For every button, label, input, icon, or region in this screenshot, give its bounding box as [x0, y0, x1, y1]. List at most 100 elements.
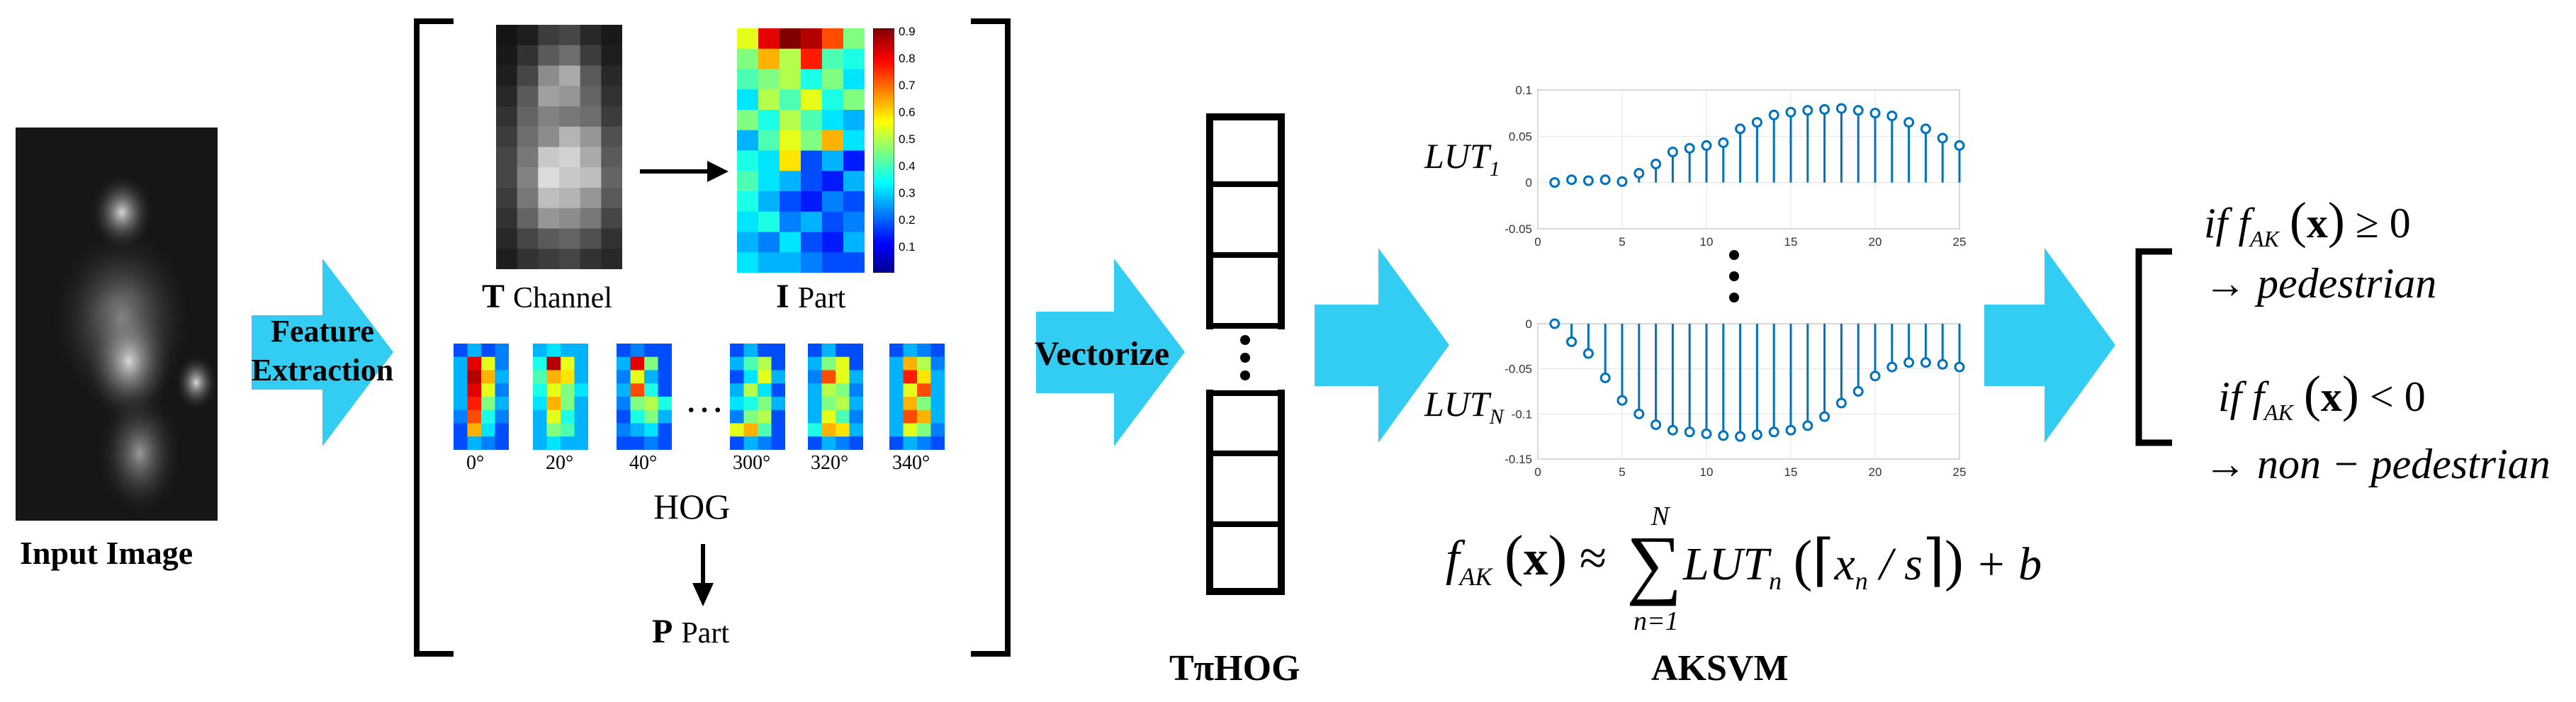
- stem-marker: [1549, 177, 1560, 188]
- if-1: if: [2204, 200, 2228, 247]
- t-channel-label: T Channel: [482, 280, 612, 314]
- y-tick-label: 0.05: [1509, 130, 1532, 143]
- i-cell: [758, 130, 780, 152]
- t-pixel: [538, 126, 560, 148]
- t-pixel: [559, 167, 581, 188]
- t-pixel: [559, 86, 581, 107]
- stem-marker: [1667, 424, 1678, 436]
- t-pixel: [601, 188, 622, 209]
- decision-cond2: if fAK (x) < 0: [2218, 368, 2426, 424]
- formula-paren-close: ): [1548, 525, 1568, 587]
- i-cell: [801, 48, 823, 70]
- i-cell: [822, 252, 844, 273]
- t-pixel: [517, 249, 539, 269]
- t-pixel: [496, 45, 518, 67]
- t-pixel: [601, 208, 622, 230]
- i-cell: [737, 28, 759, 50]
- formula-rhs: LUTn (⌈xn / s⌉) + b: [1683, 533, 2042, 594]
- t-pixel: [601, 167, 622, 188]
- i-cell: [780, 252, 802, 273]
- i-cell: [758, 252, 780, 273]
- i-cell: [843, 252, 865, 273]
- i-cell: [822, 232, 844, 253]
- stem-marker: [1566, 336, 1577, 347]
- t-pixel: [601, 249, 622, 269]
- i-cell: [801, 130, 823, 152]
- stem-marker: [1701, 428, 1712, 439]
- i-cell: [758, 232, 780, 253]
- i-letter: I: [776, 278, 789, 315]
- stem-marker: [1718, 430, 1729, 441]
- colorbar-tick: 0.5: [899, 132, 916, 146]
- i-cell: [843, 150, 865, 171]
- hog-angle-label: 40°: [629, 452, 658, 474]
- i-cell: [758, 171, 780, 192]
- t-pixel: [601, 65, 622, 86]
- formula-xn-sub: n: [1855, 567, 1868, 596]
- aksvm-label: AKSVM: [1651, 648, 1789, 689]
- i-cell: [737, 130, 759, 152]
- stem-marker: [1566, 174, 1577, 186]
- i-cell: [737, 171, 759, 192]
- input-image-label: Input Image: [20, 535, 193, 571]
- i-cell: [801, 28, 823, 50]
- hog-angle-label: 20°: [546, 452, 574, 474]
- stem-marker: [1768, 109, 1779, 120]
- t-pixel: [496, 228, 518, 249]
- stem-marker: [1599, 174, 1611, 186]
- p-part-text: Part: [681, 617, 729, 650]
- hog-angle-label: 0°: [466, 452, 485, 474]
- t-pixel: [538, 188, 560, 209]
- colorbar-tick: 0.6: [899, 106, 916, 119]
- t-pixel: [601, 25, 622, 46]
- i-cell: [780, 48, 802, 70]
- stem-marker: [1903, 357, 1915, 368]
- t-pixel: [601, 126, 622, 148]
- stem-marker: [1920, 357, 1931, 368]
- x-2: x: [2320, 373, 2342, 420]
- formula-lut-sub: n: [1769, 567, 1782, 596]
- hog-thumbnail: [617, 344, 672, 450]
- t-pixel: [496, 106, 518, 128]
- hog-thumbnail: [730, 344, 785, 450]
- paren-2-open: (: [2303, 366, 2321, 422]
- i-cell: [780, 89, 802, 111]
- i-cell: [780, 150, 802, 171]
- stem-marker: [1650, 419, 1662, 431]
- i-cell: [822, 150, 844, 171]
- t-pixel: [496, 25, 518, 46]
- i-cell: [780, 232, 802, 253]
- i-cell: [758, 28, 780, 50]
- stem-marker: [1582, 348, 1594, 359]
- hog-angle-label: 300°: [733, 452, 771, 474]
- stem-marker: [1684, 426, 1695, 438]
- stem-marker: [1751, 117, 1762, 128]
- i-cell: [822, 48, 844, 70]
- stem-marker: [1819, 411, 1830, 422]
- stem-marker: [1633, 168, 1645, 179]
- i-cell: [843, 130, 865, 152]
- p-part-label: P Part: [652, 615, 729, 649]
- i-cell: [822, 69, 844, 90]
- i-cell: [822, 211, 844, 233]
- t-pixel: [559, 249, 581, 269]
- i-cell: [780, 191, 802, 213]
- colorbar-tick: 0.2: [899, 213, 916, 227]
- i-cell: [843, 69, 865, 90]
- t-pixel: [601, 228, 622, 249]
- formula-x: x: [1523, 531, 1548, 586]
- y-tick-label: -0.05: [1504, 363, 1532, 376]
- i-cell: [758, 191, 780, 213]
- i-cell: [737, 211, 759, 233]
- t-pixel: [517, 65, 539, 86]
- plot-frame: [1537, 89, 1960, 230]
- i-cell: [758, 110, 780, 131]
- y-tick-label: -0.15: [1504, 453, 1532, 466]
- i-cell: [801, 110, 823, 131]
- colorbar-tick: 0.8: [899, 52, 916, 65]
- x-tick-label: 20: [1869, 235, 1882, 249]
- t-pixel: [538, 106, 560, 128]
- t-pixel: [517, 25, 539, 46]
- t-channel-text: Channel: [513, 282, 612, 315]
- stem-marker: [1582, 175, 1594, 186]
